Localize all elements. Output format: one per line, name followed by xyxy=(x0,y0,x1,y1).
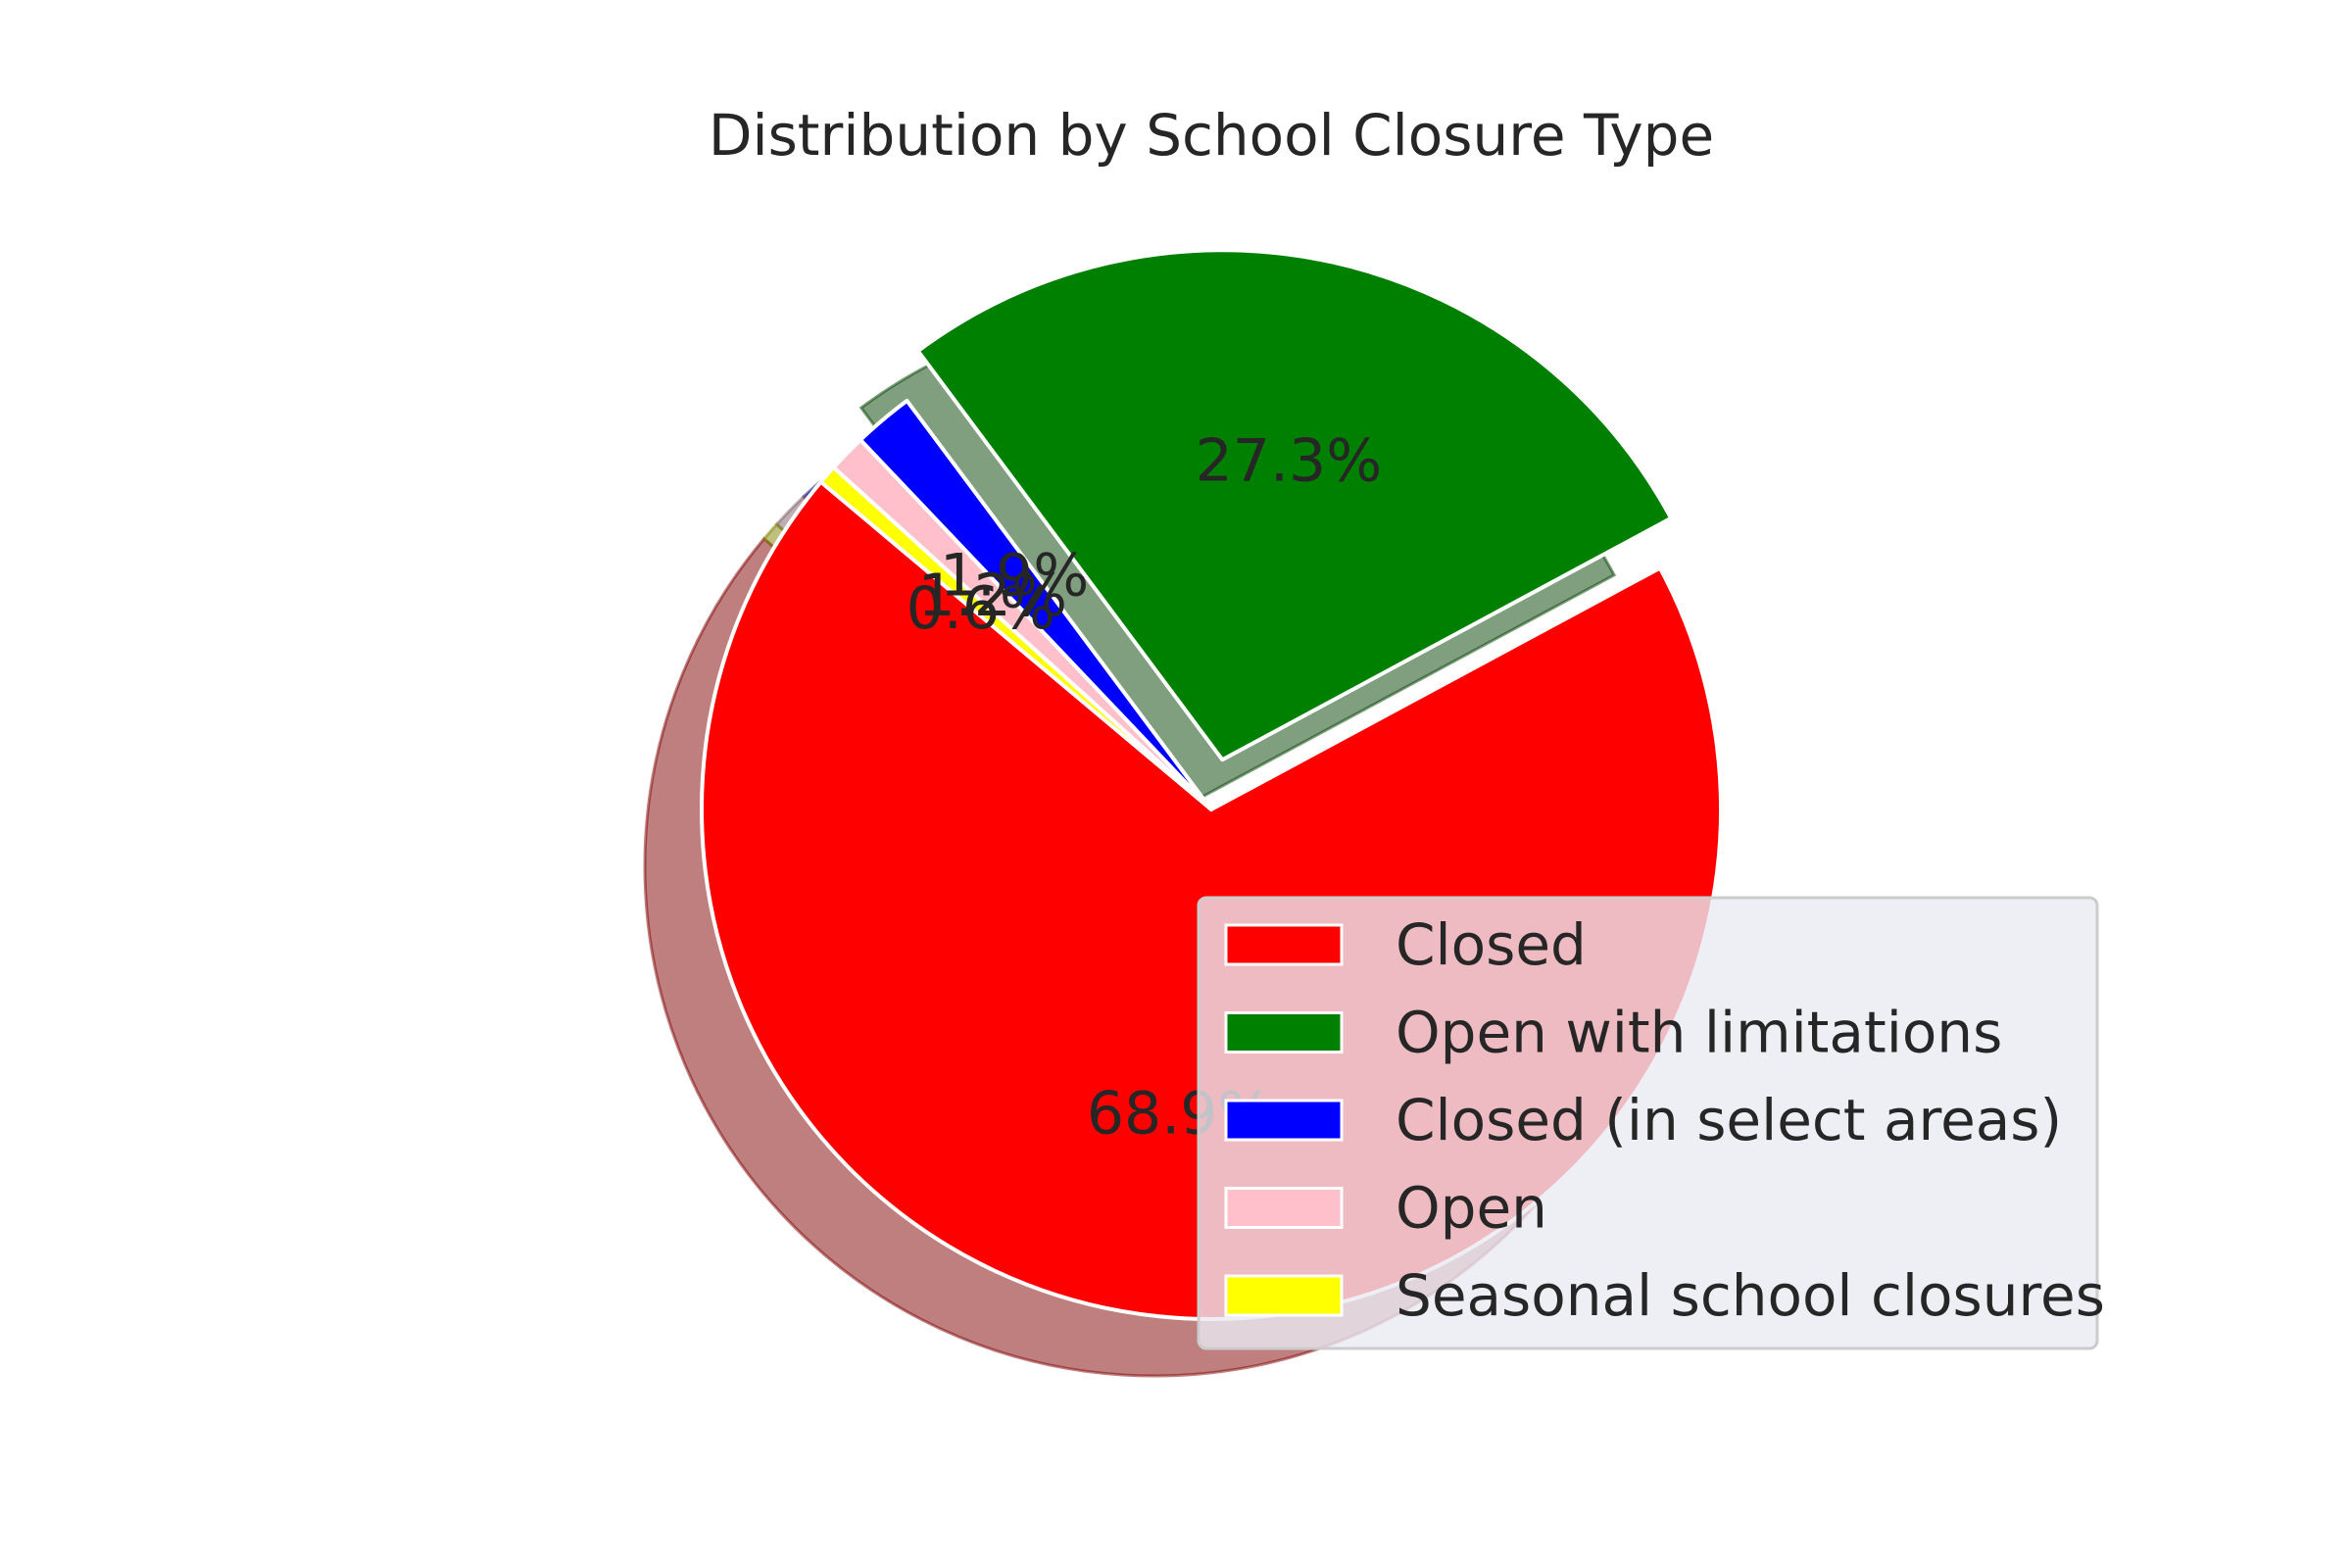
legend-items: Closed Open with limitations Closed (in se… xyxy=(1224,911,2105,1329)
legend-label-1: Open with limitations xyxy=(1396,1000,2002,1066)
legend-swatch-2 xyxy=(1224,1099,1344,1142)
slice-label-3: 1.2% xyxy=(918,562,1067,630)
legend-label-3: Open xyxy=(1396,1175,1547,1242)
legend-swatch-1 xyxy=(1224,1011,1344,1054)
pie-slice-1 xyxy=(915,248,1674,762)
slice-label-4: 0.6% xyxy=(906,574,1055,643)
legend-swatch-0 xyxy=(1224,923,1344,966)
legend-label-2: Closed (in select areas) xyxy=(1396,1087,2062,1153)
legend-label-4: Seasonal school closures xyxy=(1396,1262,2105,1329)
slice-label-1: 27.3% xyxy=(1196,427,1383,496)
legend-frame xyxy=(1197,896,2099,1350)
legend-swatch-3 xyxy=(1224,1187,1344,1229)
slice-label-2: 1.9% xyxy=(940,541,1089,610)
pie-slice-4 xyxy=(818,465,1213,811)
legend-label-0: Closed xyxy=(1396,911,1587,978)
slice-labels: 68.9%27.3%1.9%1.2%0.6% xyxy=(906,427,1383,1149)
legend-swatch-4 xyxy=(1224,1274,1344,1317)
chart-title: Distribution by School Closure Type xyxy=(709,102,1714,169)
legend: Closed Open with limitations Closed (in se… xyxy=(1197,896,2105,1350)
